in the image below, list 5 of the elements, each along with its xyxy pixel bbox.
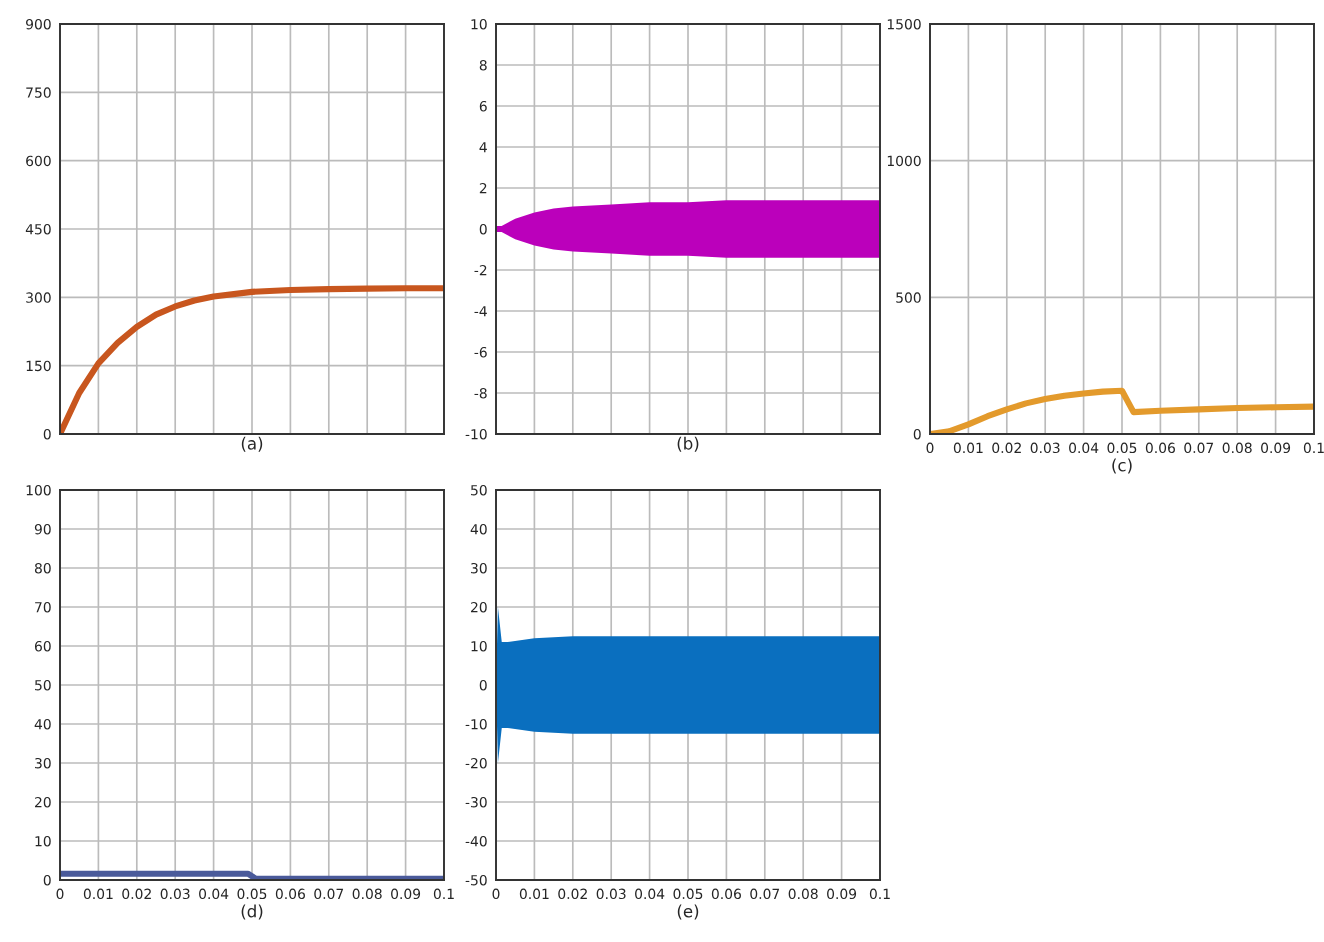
x-axis-title: (d) (241, 904, 263, 920)
x-axis-title: (b) (677, 436, 699, 452)
x-axis-title: (a) (241, 436, 263, 452)
x-axis-title: (e) (677, 904, 699, 920)
x-axis-title: (c) (1112, 458, 1132, 474)
